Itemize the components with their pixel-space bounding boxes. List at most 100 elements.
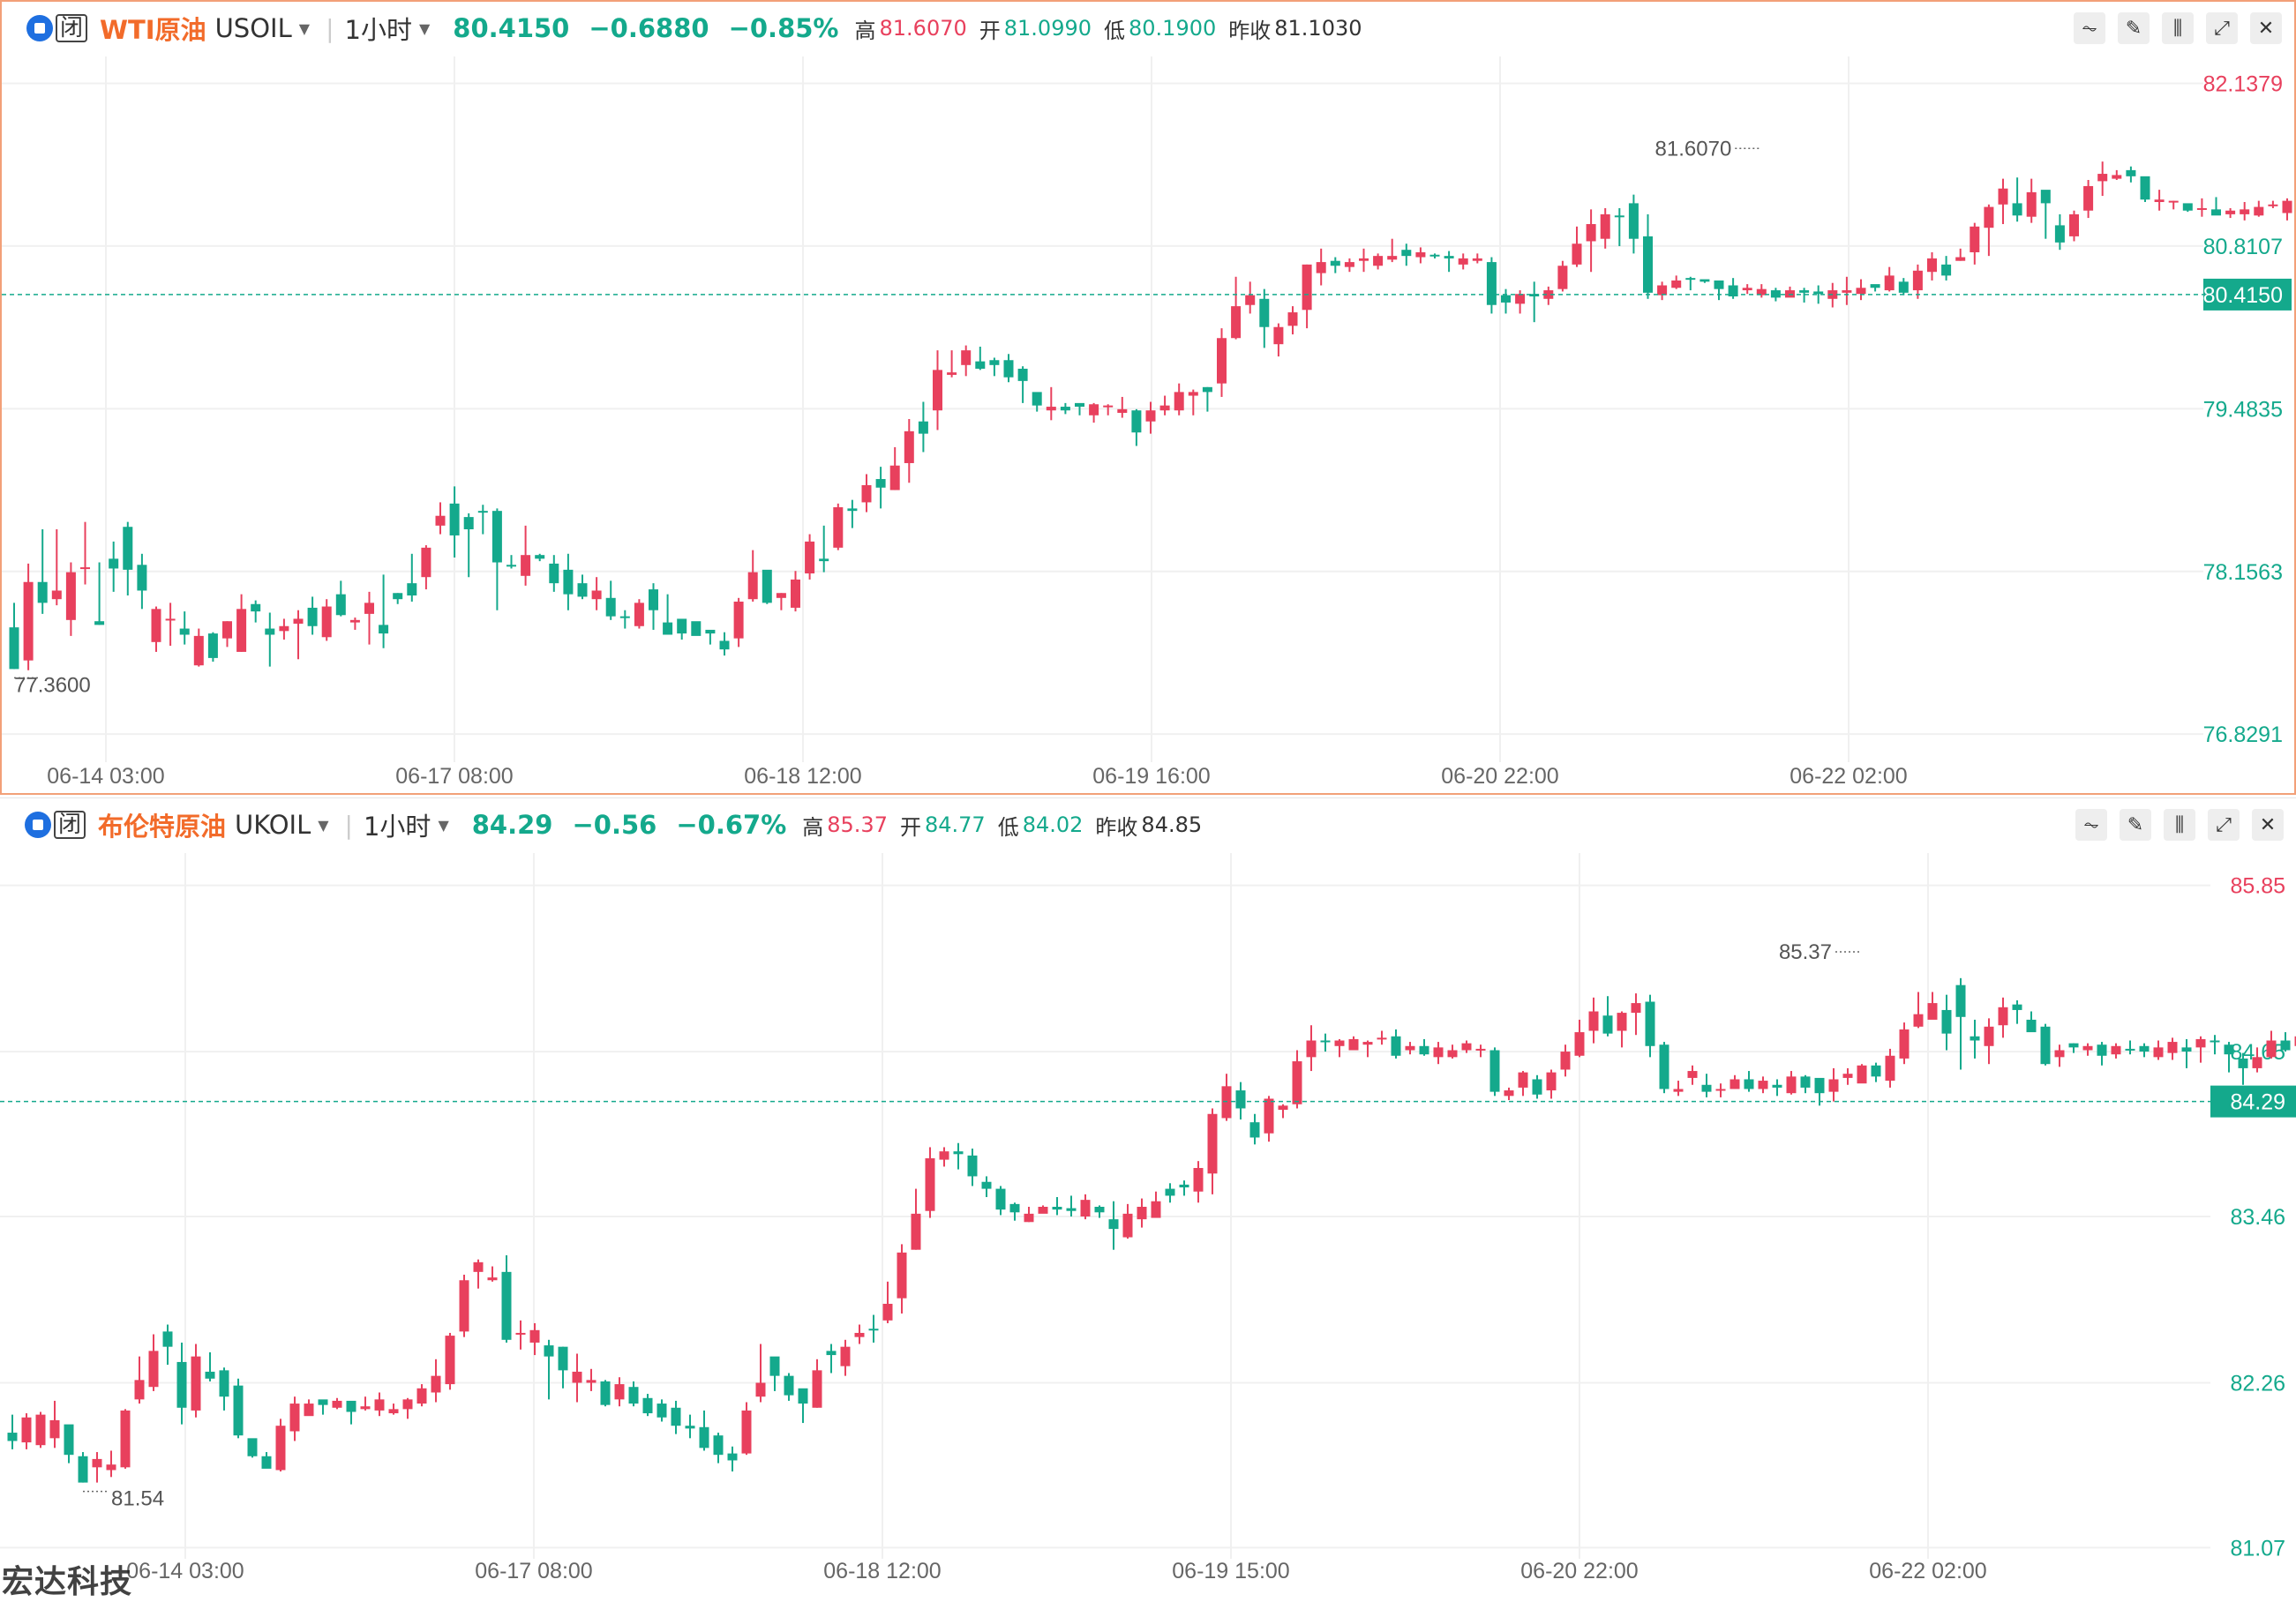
candle-body	[290, 1404, 300, 1431]
x-tick-label: 06-19 16:00	[1092, 764, 1210, 789]
candle-body	[276, 1426, 286, 1470]
candle-body	[379, 625, 388, 633]
candle-body	[1942, 1010, 1952, 1034]
low-marker-label: 77.3600	[14, 673, 91, 697]
candle-body	[1671, 281, 1681, 288]
candle-body	[657, 1404, 667, 1418]
candle-body	[1067, 1209, 1077, 1211]
candle-body	[2069, 1044, 2079, 1048]
candle-body	[1632, 1003, 1641, 1013]
candle-body	[1273, 327, 1283, 344]
candle-body	[361, 1406, 371, 1409]
candle-body	[478, 511, 488, 513]
candle-body	[262, 1456, 272, 1469]
candle-body	[530, 1330, 540, 1343]
candle-body	[968, 1156, 978, 1177]
candle-body	[2013, 1005, 2022, 1010]
candle-body	[1984, 207, 1993, 228]
candle-body	[876, 479, 886, 488]
candle-body	[587, 1380, 597, 1382]
candle-body	[1392, 1037, 1401, 1056]
candle-body	[1813, 291, 1823, 294]
candle-body	[1714, 281, 1724, 289]
candle-body	[1603, 1015, 1613, 1033]
x-tick-label: 06-17 08:00	[395, 764, 513, 789]
candle-body	[1363, 1042, 1373, 1044]
brent-chart-panel[interactable]: 闭 布伦特原油 UKOIL ▼ | 1小时 ▼ 84.29 −0.56 −0.6…	[0, 797, 2296, 1593]
candle-body	[620, 617, 630, 618]
candle-body	[1061, 407, 1070, 410]
candle-body	[1053, 1207, 1062, 1209]
candle-body	[720, 640, 730, 649]
candle-body	[677, 618, 687, 633]
candle-body	[1716, 1089, 1726, 1090]
candle-body	[629, 1387, 639, 1404]
candle-body	[2140, 1046, 2150, 1052]
candle-body	[1189, 392, 1198, 395]
candle-body	[265, 629, 274, 635]
candle-body	[52, 590, 62, 599]
candle-body	[2196, 1039, 2206, 1047]
candle-body	[649, 589, 658, 610]
candle-body	[2155, 199, 2165, 202]
candle-body	[1490, 1050, 1500, 1091]
low-marker-label: 81.54	[111, 1487, 164, 1511]
x-tick-label: 06-20 22:00	[1441, 764, 1558, 789]
candle-body	[791, 580, 800, 608]
wti-candlestick-chart[interactable]: 82.137980.810779.483578.156376.829106-14…	[2, 2, 2294, 793]
candle-body	[1572, 243, 1582, 265]
x-tick-label: 06-17 08:00	[475, 1559, 592, 1583]
candle-body	[304, 1404, 314, 1416]
candle-body	[2197, 208, 2207, 210]
candle-body	[1420, 1046, 1429, 1054]
candle-body	[66, 573, 76, 620]
candle-body	[149, 1351, 159, 1387]
candle-body	[1899, 281, 1909, 293]
candle-body	[1829, 1079, 1839, 1091]
candle-body	[1307, 1040, 1317, 1057]
candle-body	[919, 422, 928, 434]
candle-body	[460, 1280, 469, 1331]
candle-body	[2239, 1059, 2248, 1068]
candle-body	[1434, 1047, 1444, 1057]
candle-body	[1004, 360, 1014, 377]
candle-body	[869, 1329, 879, 1330]
candle-body	[109, 558, 118, 568]
candle-body	[961, 350, 971, 365]
candle-body	[1302, 265, 1312, 310]
candle-body	[1321, 1040, 1331, 1042]
last-price-tag-label: 84.29	[2230, 1090, 2285, 1115]
candle-body	[516, 1333, 526, 1335]
candle-body	[705, 630, 715, 633]
candle-body	[1217, 338, 1227, 383]
candle-body	[1688, 1071, 1698, 1078]
candle-body	[347, 1401, 356, 1412]
wti-chart-panel[interactable]: 闭 WTI原油 USOIL ▼ | 1小时 ▼ 80.4150 −0.6880 …	[0, 0, 2296, 795]
candle-body	[1970, 1037, 1980, 1041]
candle-body	[1487, 262, 1497, 305]
candle-body	[1587, 224, 1596, 241]
candle-body	[762, 570, 772, 603]
y-tick-label: 76.8291	[2203, 722, 2283, 747]
candle-body	[236, 609, 246, 652]
candle-body	[1089, 404, 1099, 415]
candle-body	[1345, 262, 1354, 267]
candle-body	[1293, 1061, 1302, 1104]
x-tick-label: 06-22 02:00	[1869, 1559, 1986, 1583]
candle-body	[234, 1386, 244, 1436]
candle-body	[421, 548, 431, 577]
candle-body	[841, 1347, 851, 1366]
candle-body	[1180, 1185, 1189, 1187]
candle-body	[1024, 1214, 1034, 1222]
candle-body	[1349, 1039, 1359, 1051]
candle-body	[1317, 262, 1326, 273]
candle-body	[1759, 1081, 1768, 1089]
candle-body	[573, 1372, 582, 1383]
candle-body	[137, 565, 146, 590]
candle-body	[36, 1415, 46, 1446]
candle-body	[805, 542, 814, 573]
y-tick-label: 82.26	[2230, 1372, 2285, 1396]
candle-body	[166, 618, 176, 620]
candle-body	[1927, 258, 1937, 272]
